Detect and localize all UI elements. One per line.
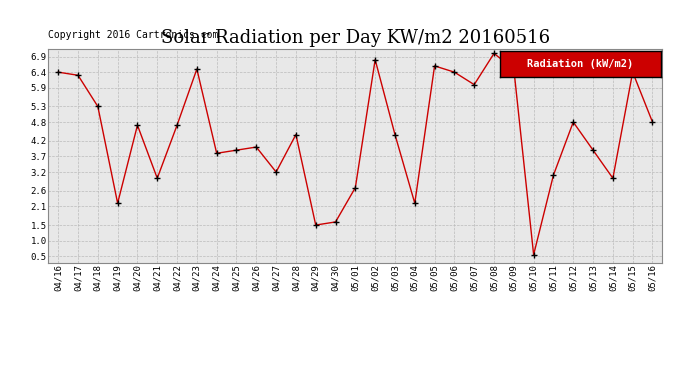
Text: Copyright 2016 Cartronics.com: Copyright 2016 Cartronics.com	[48, 30, 219, 40]
Title: Solar Radiation per Day KW/m2 20160516: Solar Radiation per Day KW/m2 20160516	[161, 29, 550, 47]
